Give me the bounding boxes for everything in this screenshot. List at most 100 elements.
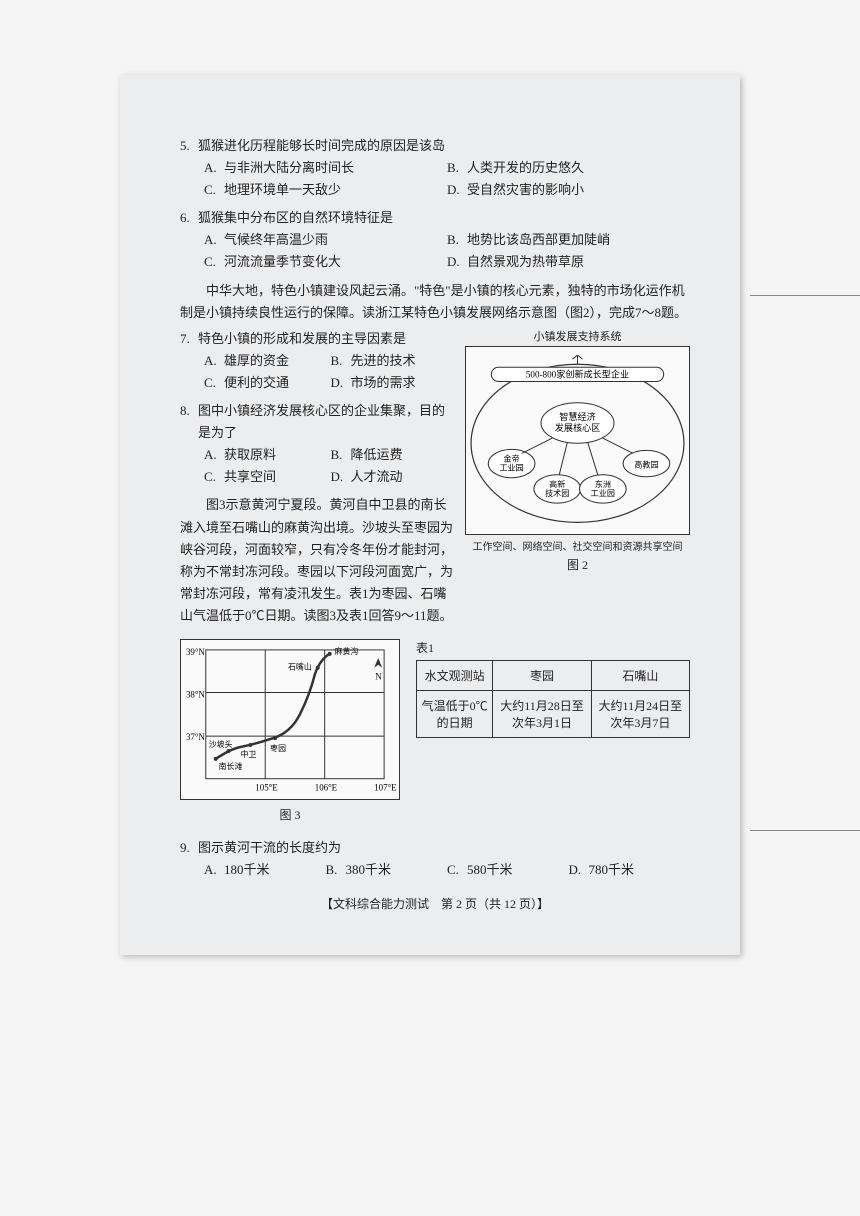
q7-c-text: 便利的交通 — [224, 375, 289, 390]
th-station: 水文观测站 — [417, 660, 493, 690]
fig2-band-text: 500-800家创新成长型企业 — [526, 368, 629, 379]
question-6: 6. 狐猴集中分布区的自然环境特征是 A.气候终年高温少雨 B.地势比该岛西部更… — [180, 207, 690, 273]
figure-3-map: 39°N 38°N 37°N 105°E 106°E 107°E 麻黄沟 石嘴山… — [180, 639, 400, 800]
q7-b-text: 先进的技术 — [351, 353, 416, 368]
q9-option-c: C.580千米 — [447, 859, 569, 881]
svg-text:沙坡头: 沙坡头 — [209, 739, 233, 749]
question-5: 5. 狐猴进化历程能够长时间完成的原因是该岛 A.与非洲大陆分离时间长 B.人类… — [180, 135, 690, 201]
q7-option-b: B.先进的技术 — [331, 350, 458, 372]
q7-option-c: C.便利的交通 — [204, 372, 331, 394]
q8-option-b: B.降低运费 — [331, 444, 458, 466]
q8-number: 8. — [180, 400, 198, 444]
svg-text:枣园: 枣园 — [270, 743, 286, 753]
svg-text:37°N: 37°N — [186, 732, 205, 742]
q6-stem: 狐猴集中分布区的自然环境特征是 — [198, 207, 690, 229]
q6-c-text: 河流流量季节变化大 — [224, 254, 341, 269]
q7-d-text: 市场的需求 — [351, 375, 416, 390]
q6-option-b: B.地势比该岛西部更加陡峭 — [447, 229, 690, 251]
svg-text:工业园: 工业园 — [499, 462, 523, 472]
svg-text:南长滩: 南长滩 — [219, 761, 243, 771]
q7-q8-block: 7. 特色小镇的形成和发展的主导因素是 A.雄厚的资金 B.先进的技术 C.便利… — [180, 328, 690, 631]
q7-a-text: 雄厚的资金 — [224, 353, 289, 368]
svg-text:东洲: 东洲 — [595, 479, 611, 489]
q6-a-text: 气候终年高温少雨 — [224, 232, 328, 247]
table1-title: 表1 — [416, 639, 690, 656]
q6-option-d: D.自然景观为热带草原 — [447, 251, 690, 273]
svg-text:石嘴山: 石嘴山 — [288, 662, 312, 672]
q5-c-text: 地理环境单一天敌少 — [224, 182, 341, 197]
q8-c-text: 共享空间 — [224, 469, 276, 484]
q9-d-text: 780千米 — [589, 862, 635, 877]
q5-option-a: A.与非洲大陆分离时间长 — [204, 157, 447, 179]
svg-text:麻黄沟: 麻黄沟 — [335, 646, 359, 656]
passage-1: 中华大地，特色小镇建设风起云涌。"特色"是小镇的核心元素，独特的市场化运作机制是… — [180, 280, 690, 324]
page-footer: 【文科综合能力测试 第 2 页（共 12 页）】 — [180, 895, 690, 912]
fig2-center1: 智慧经济 — [559, 411, 595, 422]
row-label: 气温低于0℃的日期 — [417, 690, 493, 737]
q8-d-text: 人才流动 — [351, 469, 403, 484]
svg-text:中卫: 中卫 — [240, 749, 256, 759]
notebook-rule-1 — [750, 295, 860, 296]
q7-stem: 特色小镇的形成和发展的主导因素是 — [198, 328, 457, 350]
q9-b-text: 380千米 — [346, 862, 392, 877]
q8-option-c: C.共享空间 — [204, 466, 331, 488]
fig3-caption: 图 3 — [180, 806, 400, 823]
q9-stem: 图示黄河干流的长度约为 — [198, 837, 690, 859]
q5-b-text: 人类开发的历史悠久 — [467, 160, 584, 175]
fig2-center2: 发展核心区 — [555, 422, 601, 433]
svg-text:106°E: 106°E — [315, 783, 337, 793]
fig2-system-label: 小镇发展支持系统 — [465, 328, 690, 344]
svg-text:工业园: 工业园 — [591, 488, 615, 498]
cell-shizuishan: 大约11月24日至次年3月7日 — [591, 690, 689, 737]
q5-stem: 狐猴进化历程能够长时间完成的原因是该岛 — [198, 135, 690, 157]
q7-option-a: A.雄厚的资金 — [204, 350, 331, 372]
notebook-rule-2 — [750, 830, 860, 831]
svg-text:39°N: 39°N — [186, 647, 205, 657]
q9-a-text: 180千米 — [224, 862, 270, 877]
question-8: 8. 图中小镇经济发展核心区的企业集聚，目的是为了 A.获取原料 B.降低运费 … — [180, 400, 457, 488]
exam-page: 5. 狐猴进化历程能够长时间完成的原因是该岛 A.与非洲大陆分离时间长 B.人类… — [120, 75, 740, 955]
q9-option-b: B.380千米 — [326, 859, 448, 881]
figure-2-diagram: 500-800家创新成长型企业 智慧经济 发展核心区 金帝 工业园 高新 技术园… — [465, 346, 690, 536]
table-row: 水文观测站 枣园 石嘴山 — [417, 660, 690, 690]
question-7: 7. 特色小镇的形成和发展的主导因素是 A.雄厚的资金 B.先进的技术 C.便利… — [180, 328, 457, 394]
passage-2: 图3示意黄河宁夏段。黄河自中卫县的南长滩入境至石嘴山的麻黄沟出境。沙坡头至枣园为… — [180, 494, 457, 627]
cell-zaoyuan: 大约11月28日至次年3月1日 — [493, 690, 591, 737]
svg-text:技术园: 技术园 — [545, 488, 569, 498]
q9-number: 9. — [180, 837, 198, 859]
q6-d-text: 自然景观为热带草原 — [467, 254, 584, 269]
svg-text:107°E: 107°E — [374, 783, 396, 793]
q9-option-a: A.180千米 — [204, 859, 326, 881]
question-9: 9. 图示黄河干流的长度约为 A.180千米 B.380千米 C.580千米 D… — [180, 837, 690, 881]
svg-text:高新: 高新 — [549, 479, 565, 489]
q9-option-d: D.780千米 — [569, 859, 691, 881]
th-zaoyuan: 枣园 — [493, 660, 591, 690]
svg-text:金帝: 金帝 — [504, 453, 520, 463]
svg-text:N: N — [375, 672, 382, 682]
q5-d-text: 受自然灾害的影响小 — [467, 182, 584, 197]
map-table-row: 39°N 38°N 37°N 105°E 106°E 107°E 麻黄沟 石嘴山… — [180, 639, 690, 827]
q8-a-text: 获取原料 — [224, 447, 276, 462]
q5-option-c: C.地理环境单一天敌少 — [204, 179, 447, 201]
q6-number: 6. — [180, 207, 198, 229]
q8-option-d: D.人才流动 — [331, 466, 458, 488]
q8-option-a: A.获取原料 — [204, 444, 331, 466]
q7-option-d: D.市场的需求 — [331, 372, 458, 394]
th-shizuishan: 石嘴山 — [591, 660, 689, 690]
table-row: 气温低于0℃的日期 大约11月28日至次年3月1日 大约11月24日至次年3月7… — [417, 690, 690, 737]
svg-text:38°N: 38°N — [186, 689, 205, 699]
fig2-bottom-text: 工作空间、网络空间、社交空间和资源共享空间 — [465, 541, 690, 554]
q6-b-text: 地势比该岛西部更加陡峭 — [467, 232, 610, 247]
q7-number: 7. — [180, 328, 198, 350]
svg-text:105°E: 105°E — [255, 783, 277, 793]
table-1: 水文观测站 枣园 石嘴山 气温低于0℃的日期 大约11月28日至次年3月1日 大… — [416, 660, 690, 738]
fig2-caption: 图 2 — [465, 556, 690, 573]
q8-stem: 图中小镇经济发展核心区的企业集聚，目的是为了 — [198, 400, 457, 444]
q5-option-b: B.人类开发的历史悠久 — [447, 157, 690, 179]
q5-a-text: 与非洲大陆分离时间长 — [224, 160, 354, 175]
q8-b-text: 降低运费 — [351, 447, 403, 462]
svg-text:高教园: 高教园 — [634, 459, 658, 469]
q6-option-a: A.气候终年高温少雨 — [204, 229, 447, 251]
q9-c-text: 580千米 — [467, 862, 513, 877]
q5-option-d: D.受自然灾害的影响小 — [447, 179, 690, 201]
